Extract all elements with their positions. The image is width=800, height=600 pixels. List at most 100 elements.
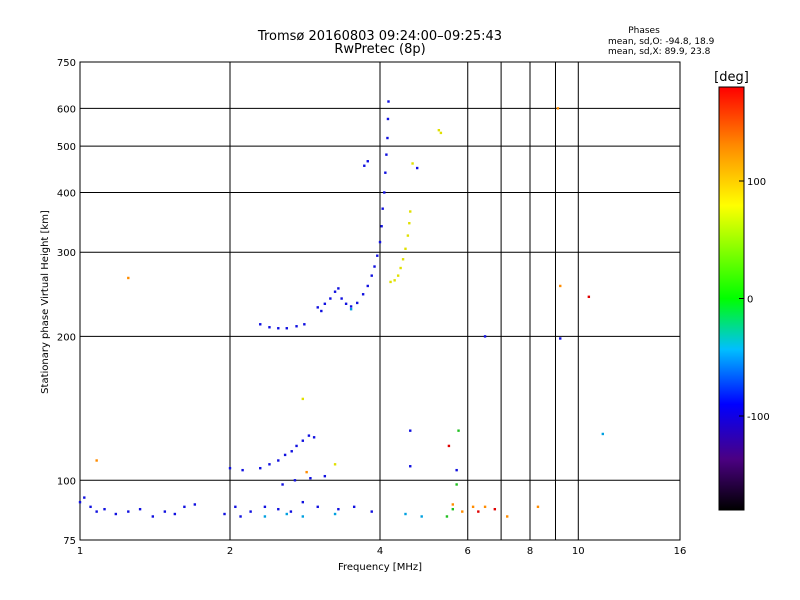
data-point xyxy=(361,293,365,296)
data-point xyxy=(114,512,118,516)
data-point xyxy=(277,327,280,330)
data-point xyxy=(305,470,308,474)
data-point xyxy=(349,307,353,311)
y-tick-label: 200 xyxy=(57,332,76,343)
data-point xyxy=(404,247,407,250)
data-point xyxy=(387,100,390,103)
data-point xyxy=(406,234,410,237)
data-point xyxy=(404,512,407,516)
data-point xyxy=(173,512,177,516)
data-point xyxy=(323,474,327,478)
data-point xyxy=(411,162,414,165)
data-point xyxy=(127,510,130,513)
data-point xyxy=(451,503,455,506)
data-point xyxy=(333,512,337,516)
data-point xyxy=(389,280,392,284)
data-point xyxy=(401,258,405,261)
data-point xyxy=(234,505,237,509)
data-point xyxy=(415,166,419,170)
data-point xyxy=(293,479,297,482)
data-point xyxy=(103,507,106,511)
data-point xyxy=(312,436,316,439)
data-point xyxy=(381,207,384,210)
phases-box-title: Phases xyxy=(628,26,660,36)
data-point xyxy=(249,510,252,513)
data-point xyxy=(283,453,287,457)
data-point xyxy=(263,515,267,518)
data-point xyxy=(239,515,242,518)
data-point xyxy=(409,465,412,468)
data-point xyxy=(370,274,373,277)
data-point xyxy=(138,507,142,511)
data-point xyxy=(295,444,298,448)
data-point xyxy=(386,117,390,121)
data-point xyxy=(383,191,386,194)
data-point xyxy=(349,305,353,308)
data-point xyxy=(559,337,562,340)
chart-title: Tromsø 20160803 09:24:00–09:25:43 xyxy=(257,29,502,44)
data-point xyxy=(89,505,92,509)
y-axis-label: Stationary phase Virtual Height [km] xyxy=(40,210,51,394)
x-tick-label: 4 xyxy=(377,546,383,557)
data-point xyxy=(344,302,348,305)
data-point xyxy=(370,510,373,513)
data-point xyxy=(301,397,305,401)
colorbar-tick-label: 100 xyxy=(747,177,766,188)
grid xyxy=(80,62,680,540)
data-point xyxy=(355,301,359,305)
data-point xyxy=(259,323,262,326)
phases-box-line-x: mean, sd,X: 89.9, 23.8 xyxy=(608,47,711,57)
data-point xyxy=(559,284,562,288)
data-point xyxy=(352,505,356,509)
data-point xyxy=(329,297,332,300)
data-point xyxy=(420,515,423,518)
data-point xyxy=(457,429,460,432)
colorbar-label: [deg] xyxy=(714,70,749,85)
data-point xyxy=(301,439,305,442)
data-point xyxy=(483,505,487,509)
data-point xyxy=(340,297,343,300)
data-point xyxy=(380,225,383,228)
data-point xyxy=(461,510,464,513)
data-point xyxy=(78,500,82,504)
data-point xyxy=(289,510,293,513)
x-tick-label: 2 xyxy=(227,546,233,557)
data-point xyxy=(493,507,497,511)
x-tick-label: 6 xyxy=(465,546,471,557)
data-point xyxy=(396,274,400,277)
data-point xyxy=(455,483,458,486)
y-tick-label: 500 xyxy=(57,142,76,153)
data-point xyxy=(285,512,288,516)
data-point xyxy=(337,287,340,290)
data-point xyxy=(307,434,311,437)
data-point xyxy=(477,510,480,513)
colorbar-tick-label: 0 xyxy=(747,295,753,306)
data-point xyxy=(281,483,284,486)
data-point xyxy=(303,323,306,326)
y-tick-label: 750 xyxy=(57,58,76,69)
x-axis: 1 2 4 6 8 10 16 xyxy=(77,546,687,557)
y-tick-label: 75 xyxy=(63,536,76,547)
data-point xyxy=(376,254,379,257)
data-point xyxy=(316,306,319,309)
data-point xyxy=(301,500,305,504)
data-point xyxy=(366,160,369,163)
data-point xyxy=(393,279,396,282)
chart-subtitle: RwPretec (8p) xyxy=(334,42,425,57)
colorbar-ticks: 100 0 -100 xyxy=(739,177,770,423)
data-point xyxy=(95,510,98,513)
x-tick-label: 8 xyxy=(527,546,533,557)
y-tick-label: 600 xyxy=(57,104,76,115)
data-point xyxy=(409,210,412,213)
data-point xyxy=(95,459,98,462)
data-point xyxy=(408,222,411,225)
data-point xyxy=(320,309,323,313)
data-point xyxy=(373,265,376,268)
data-point xyxy=(183,505,186,509)
x-tick-label: 1 xyxy=(77,546,83,557)
data-point xyxy=(151,515,155,518)
x-tick-label: 10 xyxy=(572,546,585,557)
data-point xyxy=(445,515,449,518)
x-axis-label: Frequency [MHz] xyxy=(338,562,422,573)
